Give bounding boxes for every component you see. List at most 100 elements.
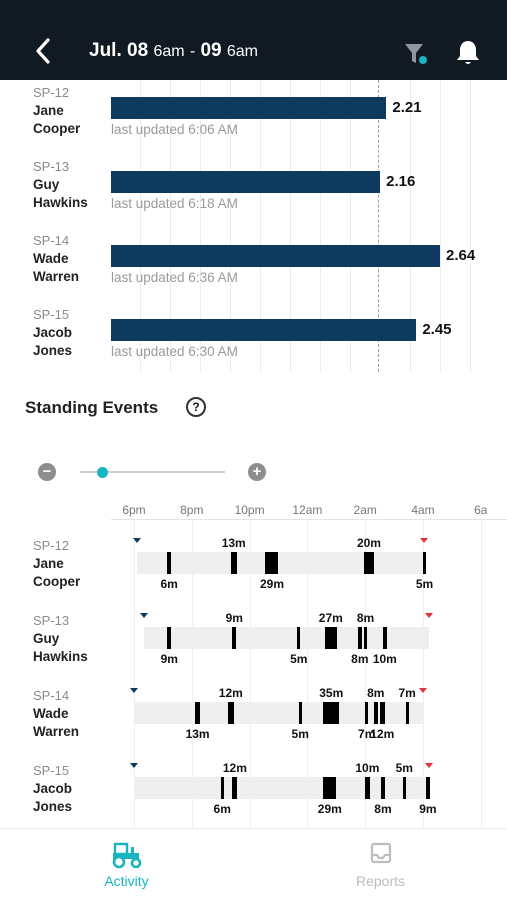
row-id: SP-14 [33,688,70,703]
standing-event-mark[interactable] [379,702,385,724]
standing-event-duration: 9m [419,802,437,816]
standing-event-mark[interactable] [323,777,337,799]
standing-event-mark[interactable] [232,627,237,649]
last-updated-text: last updated 6:36 AM [111,270,238,285]
standing-event-mark[interactable] [365,702,369,724]
standing-event-mark[interactable] [167,627,172,649]
bar-value-label: 2.21 [392,99,422,116]
session-end-marker [420,538,429,543]
session-strip[interactable] [134,777,429,799]
operator-name: Guy Hawkins [33,630,113,666]
standing-event-mark[interactable] [194,702,201,724]
row-id: SP-14 [33,233,70,248]
session-strip[interactable] [137,552,425,574]
row-id: SP-13 [33,159,70,174]
standing-event-duration: 10m [355,761,380,775]
standing-event-mark[interactable] [402,777,406,799]
last-updated-text: last updated 6:30 AM [111,344,238,359]
standing-event-mark[interactable] [227,702,234,724]
standing-event-mark[interactable] [373,702,378,724]
standing-event-duration: 7m [358,727,376,741]
standing-event-duration: 5m [395,761,413,775]
standing-event-duration: 13m [185,727,210,741]
timeline-grid-line [307,520,309,830]
standing-event-duration: 35m [319,686,344,700]
grid-line [440,80,441,372]
standing-event-mark[interactable] [405,702,409,724]
standing-event-duration: 7m [398,686,416,700]
tab-activity[interactable]: Activity [0,829,253,900]
operator-last-name: Hawkins [33,649,88,664]
summary-bar[interactable] [111,171,381,193]
zoom-slider-handle[interactable] [96,467,108,478]
summary-bar[interactable] [111,97,387,119]
standing-event-mark[interactable] [297,627,301,649]
standing-event-mark[interactable] [363,627,368,649]
grid-line [230,80,231,372]
standing-event-duration: 6m [160,577,178,591]
standing-event-mark[interactable] [364,552,374,574]
operator-last-name: Cooper [33,121,81,136]
timeline-tick-label: 4am [411,503,435,517]
standing-summary-chart: SP-12 Jane Cooper 2.21 last updated 6:06 AM S… [0,80,507,372]
standing-event-mark[interactable] [230,552,237,574]
timeline-grid-line [134,520,135,830]
timeline-axis: 6pm 8pm 10pm 12am 2am 4am 6a [111,495,507,520]
standing-event-mark[interactable] [220,777,224,799]
standing-event-mark[interactable] [381,777,385,799]
operator-name: Jacob Jones [33,780,113,816]
grid-line [200,80,201,372]
standing-event-mark[interactable] [265,552,279,574]
operator-name: Jacob Jones [33,324,108,360]
standing-event-duration: 5m [415,577,434,591]
standing-event-mark[interactable] [425,777,430,799]
row-id: SP-12 [33,85,70,100]
standing-event-duration: 27m [318,611,343,625]
standing-event-duration: 29m [259,577,284,591]
grid-line [320,80,321,372]
timeline-tick-label: 8pm [180,503,204,517]
session-start-marker [130,763,138,768]
standing-event-duration: 10m [372,652,397,666]
grid-line [290,80,291,372]
standing-event-mark[interactable] [365,777,370,799]
operator-last-name: Jones [33,343,73,358]
session-end-marker [424,613,433,618]
back-arrow-icon[interactable] [30,34,56,68]
timeline-tick-label: 6a [474,503,488,517]
bell-icon[interactable] [454,38,482,68]
standing-event-mark[interactable] [423,552,426,574]
standing-events-timeline: 6pm 8pm 10pm 12am 2am 4am 6a SP-12 Jane Cooper 6m… [0,495,507,830]
zoom-slider[interactable] [80,471,225,473]
session-strip[interactable] [134,702,423,724]
standing-event-duration: 6m [213,802,231,816]
zoom-in-button[interactable]: + [248,463,266,481]
tab-activity-label: Activity [104,873,149,889]
question-circle-icon[interactable]: ? [186,397,206,417]
standing-event-mark[interactable] [357,627,362,649]
operator-name: Wade Warren [33,250,108,286]
operator-first-name: Guy [33,177,60,192]
summary-bar[interactable] [111,245,440,267]
standing-event-mark[interactable] [167,552,171,574]
filter-icon[interactable] [402,40,432,70]
date-separator: - [189,43,196,60]
standing-event-mark[interactable] [298,702,302,724]
operator-last-name: Cooper [33,574,81,589]
operator-first-name: Jane [33,103,64,118]
standing-event-mark[interactable] [232,777,238,799]
standing-event-duration: 9m [160,652,178,666]
standing-event-mark[interactable] [324,627,337,649]
tab-reports[interactable]: Reports [254,829,507,900]
standing-event-duration: 8m [374,802,392,816]
time-start: 6am [153,43,185,60]
grid-line [260,80,261,372]
zoom-out-button[interactable]: − [38,463,56,481]
bar-value-label: 2.16 [386,173,416,190]
session-end-marker [424,763,433,768]
inbox-tray-icon [370,842,391,864]
session-strip[interactable] [144,627,429,649]
standing-event-mark[interactable] [382,627,388,649]
summary-bar[interactable] [111,319,417,341]
standing-event-mark[interactable] [323,702,340,724]
